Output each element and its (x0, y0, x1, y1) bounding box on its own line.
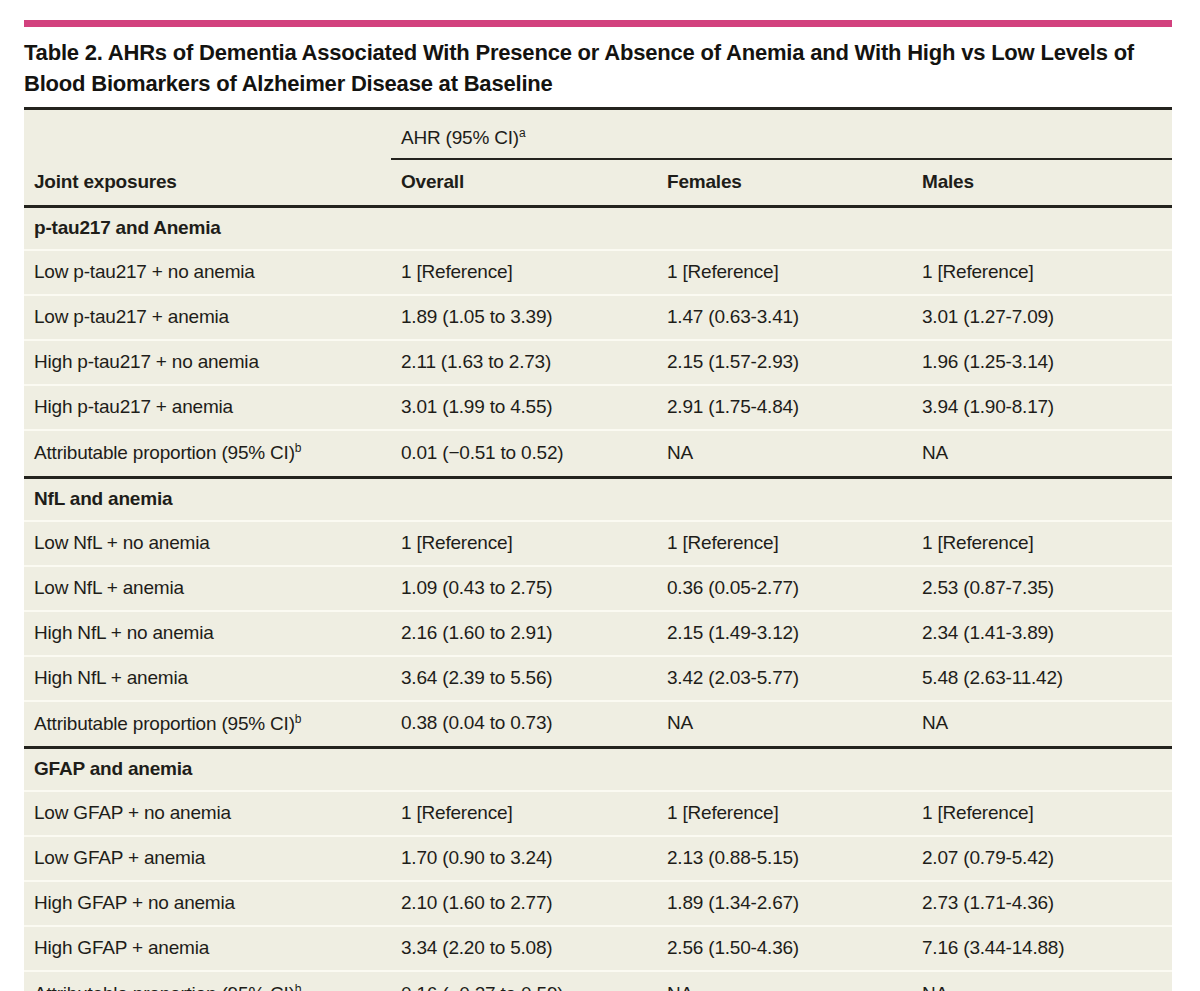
results-table: AHR (95% CI)a Joint exposures Overall Fe… (24, 107, 1172, 991)
table-row: High NfL + anemia3.64 (2.39 to 5.56)3.42… (24, 656, 1172, 701)
value-cell: 1 [Reference] (657, 521, 912, 566)
row-label: High NfL + anemia (24, 656, 391, 701)
value-cell: 3.64 (2.39 to 5.56) (391, 656, 657, 701)
value-cell: 0.16 (−0.27 to 0.59) (391, 971, 657, 991)
column-header-overall: Overall (391, 159, 657, 207)
row-label: Low GFAP + anemia (24, 836, 391, 881)
value-cell: 1 [Reference] (391, 791, 657, 836)
footnote-marker-b: b (295, 441, 301, 455)
section-header-row: p-tau217 and Anemia (24, 207, 1172, 251)
table-row: High NfL + no anemia2.16 (1.60 to 2.91)2… (24, 611, 1172, 656)
value-cell: 1 [Reference] (912, 791, 1172, 836)
value-cell: 1.96 (1.25-3.14) (912, 340, 1172, 385)
column-header-males: Males (912, 159, 1172, 207)
row-label: Low GFAP + no anemia (24, 791, 391, 836)
value-cell: 0.38 (0.04 to 0.73) (391, 701, 657, 748)
row-label: Attributable proportion (95% CI)b (24, 971, 391, 991)
row-label: Attributable proportion (95% CI)b (24, 701, 391, 748)
value-cell: 2.53 (0.87-7.35) (912, 566, 1172, 611)
value-cell: 1 [Reference] (391, 521, 657, 566)
table-row: Low p-tau217 + no anemia1 [Reference]1 [… (24, 250, 1172, 295)
value-cell: 2.15 (1.49-3.12) (657, 611, 912, 656)
section-header-row: GFAP and anemia (24, 747, 1172, 791)
span-header-label: AHR (95% CI) (401, 127, 519, 148)
footnote-marker-a: a (519, 126, 525, 140)
value-cell: 1.47 (0.63-3.41) (657, 295, 912, 340)
value-cell: NA (657, 701, 912, 748)
value-cell: 7.16 (3.44-14.88) (912, 926, 1172, 971)
row-label: Low p-tau217 + anemia (24, 295, 391, 340)
value-cell: 1 [Reference] (657, 250, 912, 295)
value-cell: NA (912, 971, 1172, 991)
table-row: Low NfL + anemia1.09 (0.43 to 2.75)0.36 … (24, 566, 1172, 611)
accent-bar (24, 20, 1172, 27)
table-row: High GFAP + no anemia2.10 (1.60 to 2.77)… (24, 881, 1172, 926)
value-cell: 3.01 (1.99 to 4.55) (391, 385, 657, 430)
section-header-label: p-tau217 and Anemia (24, 207, 1172, 251)
row-label: Low p-tau217 + no anemia (24, 250, 391, 295)
value-cell: 2.73 (1.71-4.36) (912, 881, 1172, 926)
footnote-marker-b: b (295, 982, 301, 991)
value-cell: 1.89 (1.05 to 3.39) (391, 295, 657, 340)
value-cell: 2.13 (0.88-5.15) (657, 836, 912, 881)
table-title: Table 2. AHRs of Dementia Associated Wit… (24, 37, 1134, 99)
blank-cell (24, 109, 391, 160)
value-cell: 2.91 (1.75-4.84) (657, 385, 912, 430)
section-header-label: NfL and anemia (24, 477, 1172, 521)
value-cell: 0.01 (−0.51 to 0.52) (391, 430, 657, 477)
span-header-row: AHR (95% CI)a (24, 109, 1172, 160)
table-row: High p-tau217 + anemia3.01 (1.99 to 4.55… (24, 385, 1172, 430)
row-label: High GFAP + no anemia (24, 881, 391, 926)
table-row: Low NfL + no anemia1 [Reference]1 [Refer… (24, 521, 1172, 566)
value-cell: 0.36 (0.05-2.77) (657, 566, 912, 611)
table-row: Low p-tau217 + anemia1.89 (1.05 to 3.39)… (24, 295, 1172, 340)
value-cell: 2.10 (1.60 to 2.77) (391, 881, 657, 926)
page: Table 2. AHRs of Dementia Associated Wit… (0, 0, 1200, 991)
row-label: Low NfL + anemia (24, 566, 391, 611)
section-header-label: GFAP and anemia (24, 747, 1172, 791)
value-cell: 3.01 (1.27-7.09) (912, 295, 1172, 340)
value-cell: 1 [Reference] (912, 250, 1172, 295)
value-cell: 3.42 (2.03-5.77) (657, 656, 912, 701)
section-header-row: NfL and anemia (24, 477, 1172, 521)
value-cell: NA (657, 971, 912, 991)
row-label: High p-tau217 + anemia (24, 385, 391, 430)
value-cell: NA (912, 430, 1172, 477)
value-cell: 2.16 (1.60 to 2.91) (391, 611, 657, 656)
value-cell: 1.70 (0.90 to 3.24) (391, 836, 657, 881)
column-header-joint-exposures: Joint exposures (24, 159, 391, 207)
row-label: Attributable proportion (95% CI)b (24, 430, 391, 477)
value-cell: 3.94 (1.90-8.17) (912, 385, 1172, 430)
footnote-marker-b: b (295, 712, 301, 726)
value-cell: 1.89 (1.34-2.67) (657, 881, 912, 926)
value-cell: 2.34 (1.41-3.89) (912, 611, 1172, 656)
table-row: Attributable proportion (95% CI)b0.38 (0… (24, 701, 1172, 748)
row-label: High GFAP + anemia (24, 926, 391, 971)
table-row: High GFAP + anemia3.34 (2.20 to 5.08)2.5… (24, 926, 1172, 971)
value-cell: 2.11 (1.63 to 2.73) (391, 340, 657, 385)
value-cell: 1 [Reference] (391, 250, 657, 295)
table-row: Attributable proportion (95% CI)b0.16 (−… (24, 971, 1172, 991)
table-row: High p-tau217 + no anemia2.11 (1.63 to 2… (24, 340, 1172, 385)
value-cell: 1.09 (0.43 to 2.75) (391, 566, 657, 611)
value-cell: 2.07 (0.79-5.42) (912, 836, 1172, 881)
column-header-females: Females (657, 159, 912, 207)
value-cell: NA (657, 430, 912, 477)
table-row: Attributable proportion (95% CI)b0.01 (−… (24, 430, 1172, 477)
row-label: High p-tau217 + no anemia (24, 340, 391, 385)
value-cell: 2.15 (1.57-2.93) (657, 340, 912, 385)
span-header-cell: AHR (95% CI)a (391, 109, 1172, 160)
row-label: High NfL + no anemia (24, 611, 391, 656)
value-cell: 1 [Reference] (657, 791, 912, 836)
value-cell: NA (912, 701, 1172, 748)
value-cell: 5.48 (2.63-11.42) (912, 656, 1172, 701)
table-row: Low GFAP + no anemia1 [Reference]1 [Refe… (24, 791, 1172, 836)
table-row: Low GFAP + anemia1.70 (0.90 to 3.24)2.13… (24, 836, 1172, 881)
row-label: Low NfL + no anemia (24, 521, 391, 566)
column-header-row: Joint exposures Overall Females Males (24, 159, 1172, 207)
value-cell: 3.34 (2.20 to 5.08) (391, 926, 657, 971)
table-body: p-tau217 and AnemiaLow p-tau217 + no ane… (24, 207, 1172, 991)
value-cell: 2.56 (1.50-4.36) (657, 926, 912, 971)
value-cell: 1 [Reference] (912, 521, 1172, 566)
